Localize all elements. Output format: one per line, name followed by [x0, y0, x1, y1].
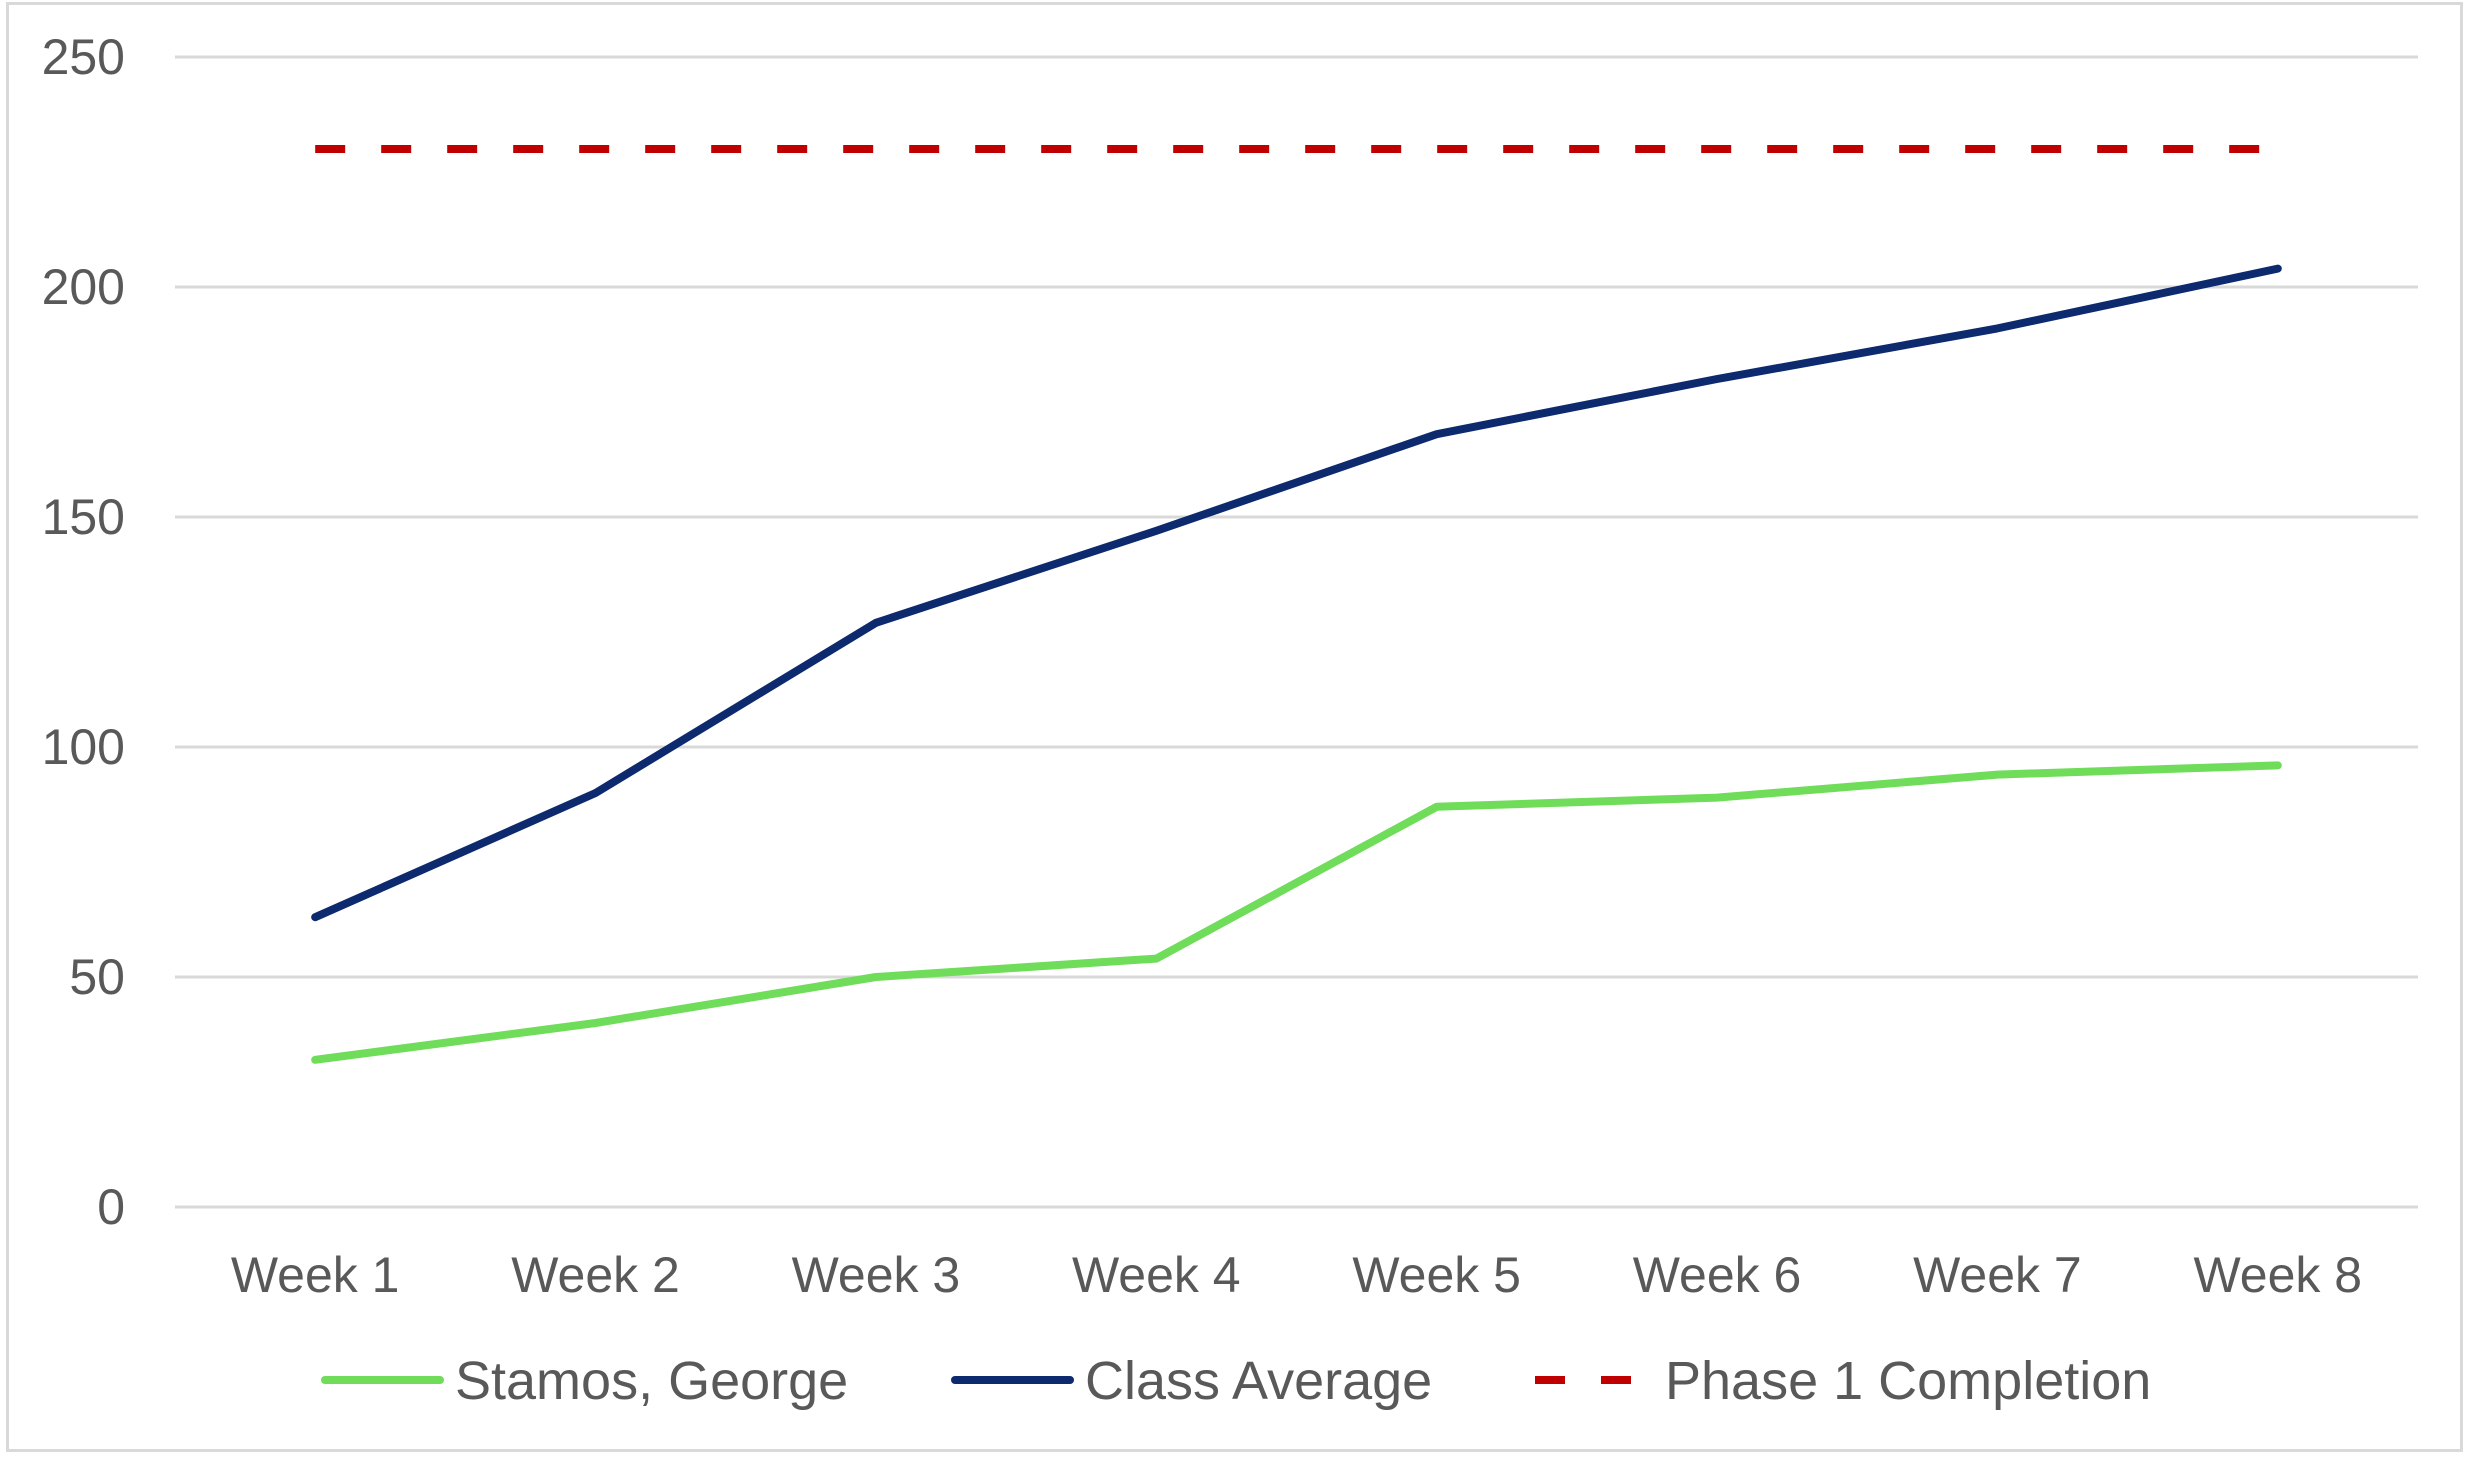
- x-tick-label: Week 3: [792, 1247, 961, 1303]
- x-tick-label: Week 2: [511, 1247, 680, 1303]
- series-line-1: [311, 264, 2282, 922]
- series-lines: [311, 145, 2282, 1064]
- y-tick-label: 100: [42, 719, 125, 775]
- y-tick-label: 0: [97, 1179, 125, 1235]
- legend-label-0: Stamos, George: [455, 1351, 848, 1411]
- y-tick-label: 200: [42, 259, 125, 315]
- y-axis-ticks: 0 50 100 150 200 250: [42, 29, 125, 1235]
- y-tick-label: 250: [42, 29, 125, 85]
- legend-label-2: Phase 1 Completion: [1665, 1351, 2151, 1411]
- x-tick-label: Week 5: [1352, 1247, 1521, 1303]
- gridlines: [175, 55, 2418, 1209]
- x-tick-label: Week 8: [2194, 1247, 2363, 1303]
- x-tick-label: Week 1: [231, 1247, 400, 1303]
- legend-label-1: Class Average: [1085, 1351, 1432, 1411]
- x-tick-label: Week 6: [1633, 1247, 1802, 1303]
- series-line-0: [311, 761, 2282, 1064]
- x-axis-ticks: Week 1 Week 2 Week 3 Week 4 Week 5 Week 6 Week…: [231, 1247, 2362, 1303]
- y-tick-label: 150: [42, 489, 125, 545]
- legend: Stamos, George Class Average Phase 1 Compl…: [321, 1351, 2151, 1411]
- chart-frame: [6, 2, 2463, 1452]
- y-tick-label: 50: [69, 949, 125, 1005]
- x-tick-label: Week 4: [1072, 1247, 1241, 1303]
- x-tick-label: Week 7: [1913, 1247, 2082, 1303]
